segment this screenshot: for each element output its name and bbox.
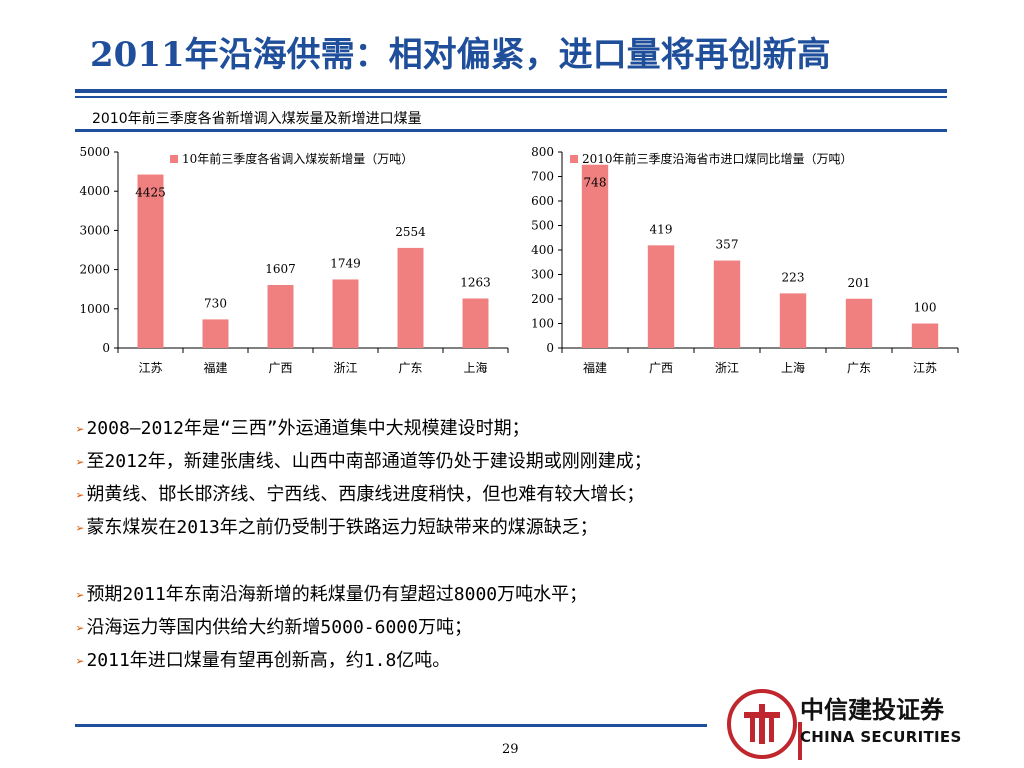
x-tick-label: 广西 bbox=[649, 361, 673, 375]
bullet-item: ➢ 沿海运力等国内供给大约新增5000-6000万吨； bbox=[76, 611, 976, 644]
chart-province-inflow: 0 1000 2000 3000 4000 5000 4425 江苏 730 福建 1607 广西 17… bbox=[60, 140, 510, 390]
y-tick-label: 200 bbox=[531, 292, 554, 306]
y-tick-label: 400 bbox=[531, 243, 554, 257]
bar bbox=[332, 279, 359, 348]
bar bbox=[581, 164, 609, 348]
page-title: 2011年沿海供需：相对偏紧，进口量将再创新高 bbox=[90, 35, 831, 75]
x-tick-label: 广西 bbox=[268, 361, 292, 375]
arrow-bullet-icon: ➢ bbox=[76, 455, 85, 471]
bar bbox=[713, 260, 741, 348]
y-tick-label: 1000 bbox=[79, 302, 110, 316]
legend-swatch bbox=[170, 155, 178, 163]
bullet-text: 2008—2012年是“三西”外运通道集中大规模建设时期； bbox=[86, 418, 530, 439]
x-tick-label: 福建 bbox=[203, 360, 227, 375]
bullet-text: 沿海运力等国内供给大约新增5000-6000万吨； bbox=[86, 617, 472, 638]
arrow-bullet-icon: ➢ bbox=[76, 621, 85, 637]
bullet-item: ➢ 蒙东煤炭在2013年之前仍受制于铁路运力短缺带来的煤源缺乏； bbox=[76, 511, 976, 544]
data-label: 748 bbox=[584, 176, 607, 190]
chart-import-increase-svg: 0 100 200 300 400 500 600 700 800 748 福建 419 广西 357 浙江… bbox=[531, 145, 959, 375]
x-tick-label: 江苏 bbox=[913, 361, 937, 375]
x-tick-label: 上海 bbox=[781, 360, 805, 375]
subtitle-divider bbox=[75, 129, 947, 132]
data-label: 730 bbox=[204, 296, 227, 310]
y-tick-label: 0 bbox=[546, 341, 554, 355]
bullet-text: 蒙东煤炭在2013年之前仍受制于铁路运力短缺带来的煤源缺乏； bbox=[86, 517, 598, 538]
title-divider bbox=[75, 89, 947, 93]
x-tick-label: 广东 bbox=[398, 361, 422, 375]
x-tick-label: 广东 bbox=[847, 361, 871, 375]
bullet-item: ➢ 2008—2012年是“三西”外运通道集中大规模建设时期； bbox=[76, 412, 976, 445]
y-tick-label: 600 bbox=[531, 194, 554, 208]
bullet-item: ➢ 朔黄线、邯长邯济线、宁西线、西康线进度稍快，但也难有较大增长； bbox=[76, 478, 976, 511]
y-tick-label: 4000 bbox=[79, 184, 110, 198]
chart-province-inflow-svg: 0 1000 2000 3000 4000 5000 4425 江苏 730 福建 1607 广西 17… bbox=[79, 145, 509, 375]
bar bbox=[267, 285, 294, 348]
data-label: 100 bbox=[914, 301, 937, 315]
arrow-bullet-icon: ➢ bbox=[76, 588, 85, 604]
arrow-bullet-icon: ➢ bbox=[76, 521, 85, 537]
arrow-bullet-icon: ➢ bbox=[76, 422, 85, 438]
arrow-bullet-icon: ➢ bbox=[76, 488, 85, 504]
china-securities-logo-icon bbox=[727, 689, 802, 760]
bullet-item: ➢ 预期2011年东南沿海新增的耗煤量仍有望超过8000万吨水平； bbox=[76, 578, 976, 611]
bullet-item: ➢ 2011年进口煤量有望再创新高，约1.8亿吨。 bbox=[76, 644, 976, 677]
bar bbox=[845, 298, 873, 348]
page-number: 29 bbox=[502, 742, 519, 757]
y-tick-label: 3000 bbox=[79, 223, 110, 237]
bar bbox=[202, 319, 229, 348]
data-label: 223 bbox=[782, 270, 805, 284]
arrow-bullet-icon: ➢ bbox=[76, 654, 85, 670]
y-tick-label: 800 bbox=[531, 145, 554, 159]
chart-section-subtitle: 2010年前三季度各省新增调入煤炭量及新增进口煤量 bbox=[92, 111, 422, 127]
legend-swatch bbox=[570, 155, 578, 163]
data-label: 357 bbox=[716, 238, 739, 252]
bullet-item: ➢ 至2012年，新建张唐线、山西中南部通道等仍处于建设期或刚刚建成； bbox=[76, 445, 976, 478]
y-tick-label: 300 bbox=[531, 268, 554, 282]
x-tick-label: 浙江 bbox=[333, 361, 357, 375]
x-tick-label: 上海 bbox=[463, 360, 487, 375]
data-label: 201 bbox=[848, 276, 871, 290]
bar bbox=[647, 245, 675, 348]
y-tick-label: 0 bbox=[102, 341, 110, 355]
y-tick-label: 100 bbox=[531, 317, 554, 331]
bullet-text: 2011年进口煤量有望再创新高，约1.8亿吨。 bbox=[86, 650, 451, 671]
data-label: 1749 bbox=[330, 256, 361, 270]
data-label: 1263 bbox=[460, 275, 491, 289]
x-tick-label: 江苏 bbox=[138, 361, 162, 375]
legend-label: 2010年前三季度沿海省市进口煤同比增量（万吨） bbox=[582, 151, 853, 166]
x-tick-label: 福建 bbox=[583, 360, 607, 375]
title-divider-thin bbox=[75, 96, 947, 98]
x-tick-label: 浙江 bbox=[715, 361, 739, 375]
bar bbox=[397, 247, 424, 348]
y-tick-label: 500 bbox=[531, 219, 554, 233]
bar bbox=[462, 298, 489, 348]
bullet-text: 朔黄线、邯长邯济线、宁西线、西康线进度稍快，但也难有较大增长； bbox=[86, 484, 645, 505]
y-tick-label: 2000 bbox=[79, 263, 110, 277]
data-label: 4425 bbox=[135, 186, 166, 200]
data-label: 419 bbox=[650, 222, 673, 236]
bar bbox=[137, 174, 164, 348]
bullet-text: 预期2011年东南沿海新增的耗煤量仍有望超过8000万吨水平； bbox=[86, 584, 588, 605]
bullet-list: ➢ 2008—2012年是“三西”外运通道集中大规模建设时期； ➢ 至2012年，新… bbox=[76, 412, 976, 677]
bullet-text: 至2012年，新建张唐线、山西中南部通道等仍处于建设期或刚刚建成； bbox=[86, 451, 652, 472]
chart-import-increase: 0 100 200 300 400 500 600 700 800 748 福建 419 广西 357 浙江… bbox=[510, 140, 970, 390]
y-tick-label: 700 bbox=[531, 170, 554, 184]
y-tick-label: 5000 bbox=[79, 145, 110, 159]
logo-name-cn: 中信建投证券 bbox=[800, 696, 944, 724]
data-label: 2554 bbox=[395, 225, 426, 239]
footer-divider bbox=[75, 724, 707, 727]
data-label: 1607 bbox=[265, 262, 296, 276]
legend-label: 10年前三季度各省调入煤炭新增量（万吨） bbox=[182, 151, 413, 166]
bullet-spacer bbox=[76, 544, 976, 578]
bar bbox=[911, 323, 939, 348]
bar bbox=[779, 293, 807, 348]
logo-name-en: CHINA SECURITIES bbox=[800, 728, 962, 746]
